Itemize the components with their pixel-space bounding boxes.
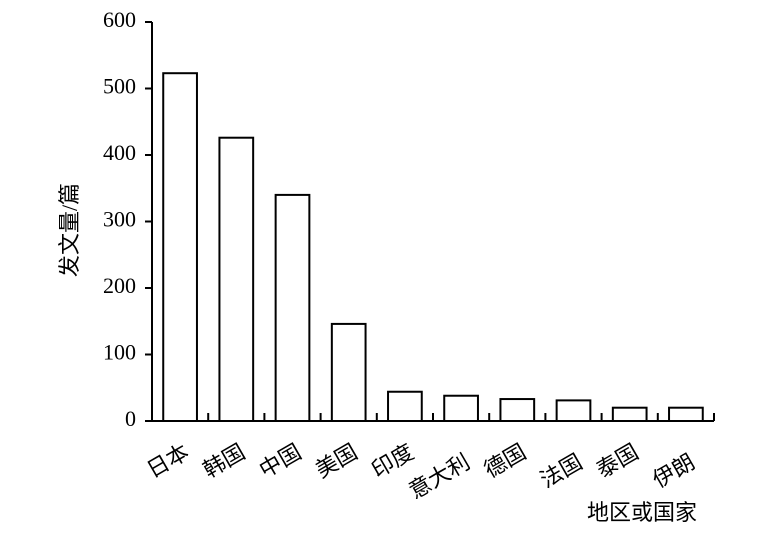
bar xyxy=(443,394,479,423)
bar xyxy=(668,406,704,423)
x-tick-label: 美国 xyxy=(311,439,362,483)
x-tick-label: 伊朗 xyxy=(648,449,699,493)
x-tick-label: 中国 xyxy=(255,439,306,483)
bar xyxy=(555,399,592,423)
y-axis-title: 发文量/篇 xyxy=(57,183,82,277)
y-tick-label: 0 xyxy=(125,406,136,431)
y-tick-label: 100 xyxy=(103,340,136,365)
bar xyxy=(330,322,367,422)
bar xyxy=(274,193,311,422)
y-tick-label: 400 xyxy=(103,140,136,165)
y-tick-label: 500 xyxy=(103,74,136,99)
x-tick-label: 德国 xyxy=(480,439,531,483)
x-tick-label: 韩国 xyxy=(199,439,250,483)
x-tick-label: 印度 xyxy=(367,439,418,483)
y-tick-label: 300 xyxy=(103,207,136,232)
y-tick-label: 600 xyxy=(103,7,136,32)
x-tick-label: 日本 xyxy=(143,439,194,483)
bar xyxy=(499,398,536,422)
bar xyxy=(611,406,648,423)
x-tick-label: 泰国 xyxy=(592,439,643,483)
bar xyxy=(387,390,423,422)
y-tick-label: 200 xyxy=(103,273,136,298)
x-axis-title: 地区或国家 xyxy=(587,500,697,525)
x-tick-label: 法国 xyxy=(536,449,587,493)
bar xyxy=(218,136,255,423)
bar xyxy=(162,72,198,423)
